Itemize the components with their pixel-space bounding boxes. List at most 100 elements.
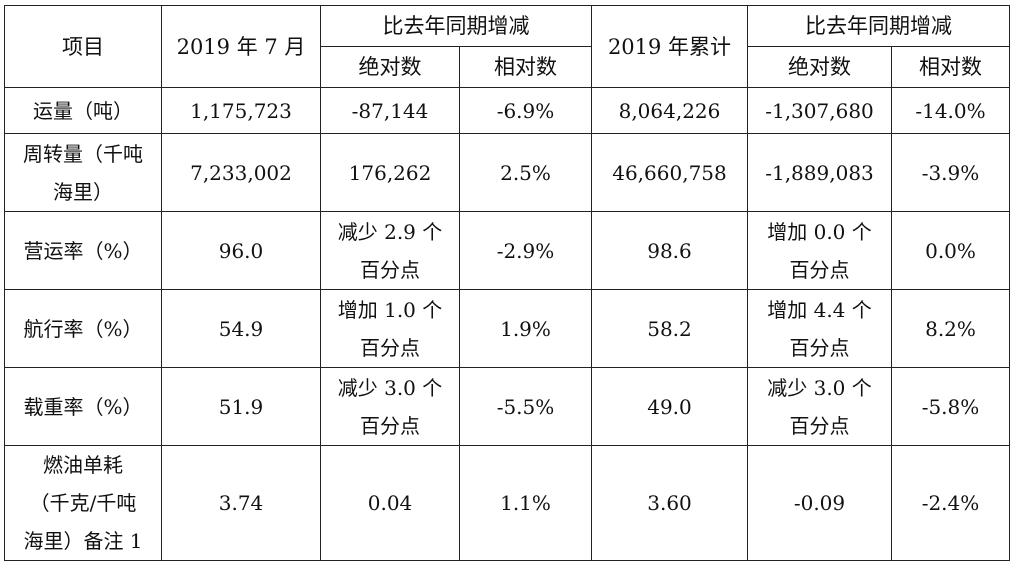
header-item: 项目	[4, 5, 162, 88]
cell-text-line: 运量（吨）	[33, 98, 133, 123]
cumulative-value-cell: 98.6	[591, 211, 748, 290]
cell-text-line: -1,889,083	[765, 160, 874, 185]
table-row: 运量（吨） 1,175,723 -87,144 -6.9% 8,064,226 -1,30…	[4, 87, 1010, 134]
cumulative-abs-change-cell: -1,889,083	[747, 133, 892, 212]
cell-text-line: 46,660,758	[612, 160, 727, 185]
cumulative-rel-change-cell: 8.2%	[891, 289, 1010, 368]
header-abs-cumulative: 绝对数	[747, 46, 892, 88]
item-cell: 航行率（%）	[4, 289, 162, 368]
cell-text-line: 98.6	[647, 238, 692, 263]
month-abs-change-cell: 176,262	[320, 133, 460, 212]
cell-text-line: -6.9%	[496, 98, 555, 123]
cell-text-line: 减少 3.0 个	[767, 375, 872, 400]
cell-text-line: 176,262	[348, 160, 432, 185]
item-cell: 运量（吨）	[4, 87, 162, 134]
cumulative-rel-change-cell: 0.0%	[891, 211, 1010, 290]
cumulative-abs-change-cell: 增加 4.4 个百分点	[747, 289, 892, 368]
cell-text-line: 减少 2.9 个	[337, 219, 443, 244]
cell-text-line: 2.5%	[500, 160, 551, 185]
cell-text-line: 百分点	[360, 257, 420, 282]
month-value-cell: 96.0	[161, 211, 321, 290]
cumulative-rel-change-cell: -3.9%	[891, 133, 1010, 212]
month-value-cell: 7,233,002	[161, 133, 321, 212]
item-cell: 营运率（%）	[4, 211, 162, 290]
table-body: 项目 2019 年 7 月 比去年同期增减 2019 年累计 比去年同期增减 绝…	[4, 5, 1010, 561]
month-rel-change-cell: -5.5%	[459, 367, 592, 446]
cell-text-line: 航行率（%）	[23, 316, 143, 341]
cumulative-abs-change-cell: 增加 0.0 个百分点	[747, 211, 892, 290]
cell-text-line: 3.60	[647, 491, 692, 515]
header-rel-month: 相对数	[459, 46, 592, 88]
cell-text-line: 百分点	[789, 257, 850, 282]
cumulative-abs-change-cell: -1,307,680	[747, 87, 892, 134]
cell-text-line: 百分点	[360, 413, 420, 438]
cell-text-line: 8.2%	[925, 316, 976, 341]
month-rel-change-cell: 2.5%	[459, 133, 592, 212]
cumulative-value-cell: 8,064,226	[591, 87, 748, 134]
cell-text-line: 1,175,723	[190, 98, 292, 123]
cell-text-line: 增加 4.4 个	[767, 297, 872, 322]
item-cell: 载重率（%）	[4, 367, 162, 446]
cumulative-value-cell: 49.0	[591, 367, 748, 446]
header-rel-cumulative: 相对数	[891, 46, 1010, 88]
cell-text-line: 海里）备注 1	[23, 529, 143, 553]
cell-text-line: 58.2	[647, 316, 692, 341]
cell-text-line: -3.9%	[921, 160, 980, 185]
header-cumulative: 2019 年累计	[591, 5, 748, 88]
cumulative-value-cell: 3.60	[591, 445, 748, 561]
month-abs-change-cell: 减少 3.0 个百分点	[320, 367, 460, 446]
cell-text-line: -87,144	[351, 98, 429, 123]
table-row: 周转量（千吨 海里） 7,233,002 176,262 2.5% 46,660,758 -…	[4, 133, 1010, 212]
table-row: 航行率（%） 54.9 增加 1.0 个百分点 1.9% 58.2 增加 4.4 个百分点…	[4, 289, 1010, 368]
cell-text-line: （千克/千吨	[29, 491, 137, 515]
cell-text-line: 3.74	[218, 491, 264, 515]
cell-text-line: 百分点	[789, 413, 850, 438]
month-rel-change-cell: 1.9%	[459, 289, 592, 368]
header-abs-month: 绝对数	[320, 46, 460, 88]
month-abs-change-cell: 0.04	[320, 445, 460, 561]
cell-text-line: 1.9%	[500, 316, 551, 341]
cell-text-line: 增加 1.0 个	[337, 297, 443, 322]
cell-text-line: -1,307,680	[765, 98, 874, 123]
month-rel-change-cell: -2.9%	[459, 211, 592, 290]
cell-text-line: -5.5%	[496, 394, 555, 419]
month-abs-change-cell: 增加 1.0 个百分点	[320, 289, 460, 368]
header-yoy-cumulative: 比去年同期增减	[747, 5, 1010, 47]
cumulative-value-cell: 46,660,758	[591, 133, 748, 212]
cell-text-line: 周转量（千吨	[23, 141, 143, 166]
cell-text-line: 海里）	[53, 179, 113, 204]
table-row: 载重率（%） 51.9 减少 3.0 个百分点 -5.5% 49.0 减少 3.0 个百分…	[4, 367, 1010, 446]
item-cell: 燃油单耗 （千克/千吨 海里）备注 1	[4, 445, 162, 561]
month-value-cell: 54.9	[161, 289, 321, 368]
statistics-sheet: 项目 2019 年 7 月 比去年同期增减 2019 年累计 比去年同期增减 绝…	[4, 5, 1010, 561]
cell-text-line: 百分点	[789, 335, 850, 360]
cumulative-abs-change-cell: -0.09	[747, 445, 892, 561]
cumulative-rel-change-cell: -2.4%	[891, 445, 1010, 561]
header-yoy-month: 比去年同期增减	[320, 5, 592, 47]
cell-text-line: 营运率（%）	[23, 238, 143, 263]
cell-text-line: 0.04	[367, 491, 413, 515]
cell-text-line: 百分点	[360, 335, 420, 360]
cell-text-line: 燃油单耗	[43, 453, 123, 477]
month-rel-change-cell: 1.1%	[459, 445, 592, 561]
cumulative-rel-change-cell: -5.8%	[891, 367, 1010, 446]
cell-text-line: 49.0	[647, 394, 692, 419]
month-rel-change-cell: -6.9%	[459, 87, 592, 134]
month-abs-change-cell: 减少 2.9 个百分点	[320, 211, 460, 290]
cell-text-line: 载重率（%）	[23, 394, 143, 419]
month-value-cell: 51.9	[161, 367, 321, 446]
cumulative-value-cell: 58.2	[591, 289, 748, 368]
cell-text-line: 0.0%	[925, 238, 976, 263]
table-row: 营运率（%） 96.0 减少 2.9 个百分点 -2.9% 98.6 增加 0.0 个百分…	[4, 211, 1010, 290]
month-value-cell: 1,175,723	[161, 87, 321, 134]
shipping-statistics-table: 项目 2019 年 7 月 比去年同期增减 2019 年累计 比去年同期增减 绝…	[4, 5, 1010, 561]
cell-text-line: -2.4%	[921, 491, 980, 515]
cumulative-abs-change-cell: 减少 3.0 个百分点	[747, 367, 892, 446]
header-row-1: 项目 2019 年 7 月 比去年同期增减 2019 年累计 比去年同期增减	[4, 5, 1010, 88]
month-value-cell: 3.74	[161, 445, 321, 561]
month-abs-change-cell: -87,144	[320, 87, 460, 134]
cell-text-line: -14.0%	[915, 98, 986, 123]
cell-text-line: 51.9	[218, 394, 264, 419]
cumulative-rel-change-cell: -14.0%	[891, 87, 1010, 134]
cell-text-line: 减少 3.0 个	[337, 375, 443, 400]
